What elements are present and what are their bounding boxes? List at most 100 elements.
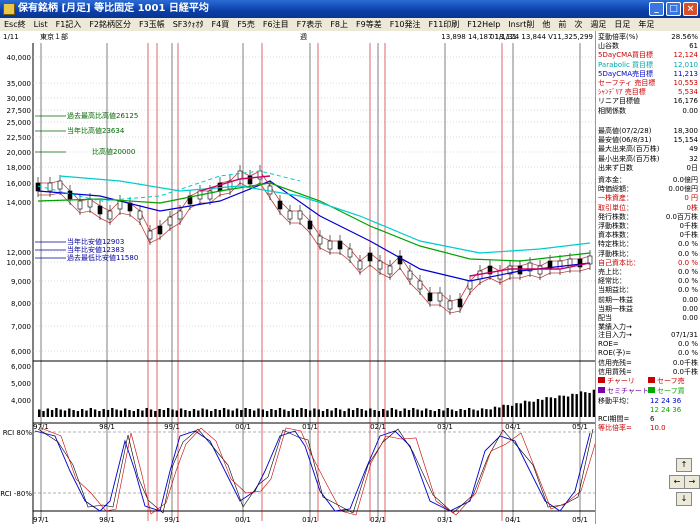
menu-item[interactable]: F6注目 [262,20,289,29]
volume-bar [274,410,277,417]
volume-bar [489,409,492,417]
price-tick-label: 20,000 [7,149,32,157]
menu-item[interactable]: F9等差 [356,20,382,29]
menu-item[interactable]: F7表示 [296,20,323,29]
info-value: 0.0 % [677,268,698,276]
volume-bar [304,409,307,417]
candle-body [187,195,193,205]
info-label: 資本株数： [598,231,633,240]
volume-bar [562,395,565,417]
info-row: 発行株数： 0.0百万株 [598,213,698,222]
info-value: 0 円 [684,194,698,203]
menu-item[interactable]: F11印刷 [428,20,460,29]
menu-item[interactable]: 次 [574,20,583,29]
header-close-date: 01/1/31 [490,33,517,41]
menu-item[interactable]: 前 [558,20,567,29]
info-label: 前期一株益 [598,295,633,304]
volume-bar [476,410,479,417]
price-tick-label: 16,000 [7,180,32,188]
info-row: リニア目標値 16,176 [598,97,698,106]
menu-bar: Esc終 List F1記入 F2銘柄区分 F3玉帳 SF3ｸｫｵﾀ F4買 F5売 F6注目 F… [0,18,700,31]
candle-body [237,170,243,180]
volume-bar [369,408,372,417]
info-value: 0.0 % [677,286,698,295]
candle-body [47,182,53,192]
candle-body [457,298,463,308]
info-row: 資本金： 0.0億円 [598,176,698,185]
info-row: 最安値(06/8/31) 15,154 [598,136,698,145]
indicator-value: 12 24 36 [650,397,682,405]
scroll-right-button[interactable]: → [684,475,700,489]
menu-item[interactable]: F12Help [467,20,501,29]
menu-item[interactable]: Insrt削 [508,20,535,29]
close-button[interactable]: × [683,2,698,16]
info-value: 5,534 [677,88,698,97]
candle-body [317,235,323,245]
menu-item[interactable]: 週足 [590,20,607,29]
menu-item[interactable]: F5売 [237,20,255,29]
volume-bar [558,395,561,417]
volume-bar [98,411,101,417]
menu-item[interactable]: 日足 [614,20,631,29]
info-row: 業績入力→ [598,323,698,332]
volume-bar [55,408,58,417]
volume-bar [412,408,415,417]
menu-item[interactable]: F3玉帳 [139,20,165,29]
info-value: 12,124 [673,51,699,60]
info-value: 28.56% [671,33,698,41]
menu-item[interactable]: F4買 [211,20,230,29]
scroll-down-button[interactable]: ↓ [676,492,692,506]
volume-bar [584,392,587,417]
info-value: 11,213 [673,69,699,78]
menu-item[interactable]: F8上 [330,20,349,29]
info-label: 5DayCMA売目標 [598,69,653,78]
menu-item[interactable]: 他 [542,20,551,29]
legend-item: セミチャート [598,387,649,396]
menu-item[interactable]: F1記入 [55,20,82,29]
volume-bar [321,411,325,417]
volume-bar [493,406,497,417]
year-low2-label: 当年比安値12383 [67,245,124,254]
info-label: 出来ず日数 [598,163,633,172]
info-label: 取引単位： [598,203,633,212]
ma-24-line [37,182,591,262]
candle-body [97,205,103,215]
maximize-button[interactable]: □ [666,2,681,16]
volume-bar [528,401,531,417]
menu-item[interactable]: SF3ｸｫｵﾀ [172,20,204,29]
volume-bar [356,408,359,417]
volume-bar [201,408,204,417]
high-20000-label: 比高値20000 [92,147,135,156]
menu-item[interactable]: List [33,20,48,29]
menu-item[interactable]: F2銘柄区分 [89,20,132,29]
minimize-button[interactable]: _ [649,2,664,16]
candle-body [147,230,153,240]
rci-line [34,430,591,512]
volume-bar [222,408,226,417]
menu-item[interactable]: Esc終 [4,20,26,29]
info-label: 相関係数 [598,106,626,115]
volume-bar [240,410,243,417]
scroll-up-button[interactable]: ↑ [676,458,692,472]
info-row: 変動倍率(%) 28.56% [598,33,698,42]
menu-item[interactable]: 年足 [638,20,655,29]
info-value: 0.0 % [677,258,698,267]
volume-bar [519,403,522,417]
info-value: 18,300 [673,127,699,135]
volume-bar [566,396,570,417]
info-row: 山谷数 61 [598,42,698,51]
volume-bar [300,408,303,417]
indicator-label: RCI期間= [598,415,630,423]
x-tick-label: 01/1 [302,516,318,524]
volume-bar [442,410,445,417]
volume-bar [136,409,140,417]
volume-bar [339,409,342,417]
scroll-left-button[interactable]: ← [669,475,685,489]
candle-body [107,210,113,220]
chart-area[interactable]: 1/11 東京１部 週 01/1/31 13,898 14,187 13,124 13,… [0,31,595,524]
indicator-label: 等比倍率= [598,424,632,432]
x-tick-label: 04/1 [505,516,521,524]
menu-item[interactable]: F10発注 [389,20,421,29]
volume-bar [265,411,269,417]
